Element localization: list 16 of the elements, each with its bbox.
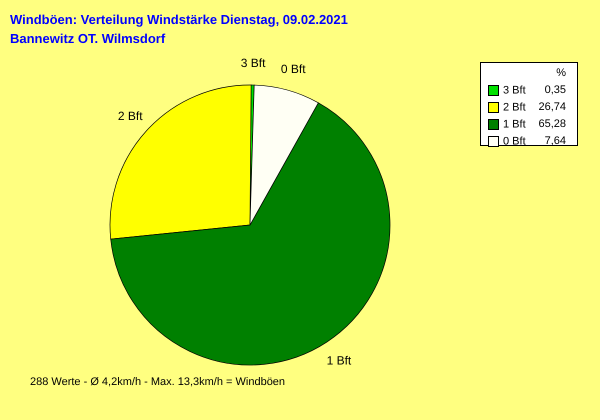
legend-title: %: [556, 67, 566, 79]
legend-label: 1 Bft: [503, 118, 526, 130]
chart-title: Windböen: Verteilung Windstärke Dienstag, 09.02.2021: [10, 12, 348, 27]
legend-label: 0 Bft: [503, 136, 526, 148]
text: 288 Werte - Ø 4,2km/h - Max. 13,3km/h = Windböen: [30, 376, 286, 388]
slice-label: 1 Bft: [326, 353, 352, 368]
chart-subtitle: Bannewitz OT. Wilmsdorf: [10, 31, 166, 46]
legend-label: 2 Bft: [503, 102, 526, 114]
slice-label: 2 Bft: [118, 108, 144, 123]
data-label: 7,64: [544, 135, 566, 147]
data-label: 0,35: [544, 84, 566, 96]
legend-label: 3 Bft: [503, 84, 526, 96]
slice-label: 0 Bft: [280, 62, 306, 76]
data-label: 26,74: [538, 101, 566, 113]
slice-label: 3 Bft: [240, 56, 266, 70]
data-label: 65,28: [538, 118, 566, 130]
